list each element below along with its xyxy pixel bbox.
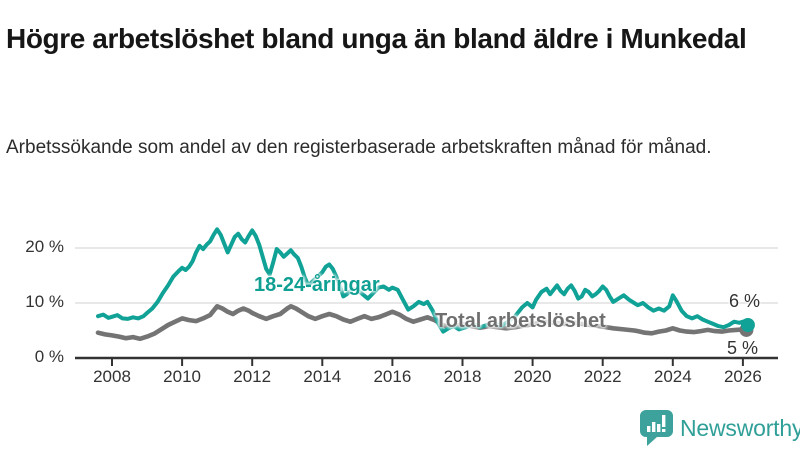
series-line-young [96,227,749,334]
series-label-total: Total arbetslöshet [435,310,606,332]
newsworthy-logo[interactable]: Newsworthy [639,409,800,447]
x-tick-label: 2016 [373,367,412,386]
logo-exclamation-dot [662,429,666,432]
x-tick-label: 2012 [233,367,272,386]
logo-bar-medium [657,424,661,432]
series-line-total [95,303,749,342]
logo-bar-small [647,426,651,432]
x-tick-label: 2020 [513,367,552,386]
logo-exclamation-bar [662,415,666,427]
y-tick-label: 0 % [34,347,64,366]
x-tick-label: 2010 [163,367,201,386]
series-label-young: 18-24-åringar [254,274,380,296]
y-tick-label: 10 % [25,292,64,311]
logo-bar-tall [652,422,656,432]
y-tick-label: 20 % [25,237,64,256]
x-tick-label: 2014 [303,367,342,386]
logo-bubble-shape [640,410,673,446]
end-dot-young [740,318,755,332]
x-tick-label: 2024 [653,367,692,386]
newsworthy-logo-text: Newsworthy [680,414,800,441]
x-tick-label: 2008 [93,367,131,386]
x-tick-label: 2022 [583,367,622,386]
chart-subtitle: Arbetssökande som andel av den registerb… [6,137,712,158]
end-value-label-young: 6 % [729,291,761,311]
end-value-label-total: 5 % [727,338,759,358]
x-tick-label: 2026 [723,367,762,386]
newsworthy-logo-icon [640,410,673,446]
chart-title: Högre arbetslöshet bland unga än bland ä… [6,22,747,54]
x-tick-label: 2018 [443,367,482,386]
